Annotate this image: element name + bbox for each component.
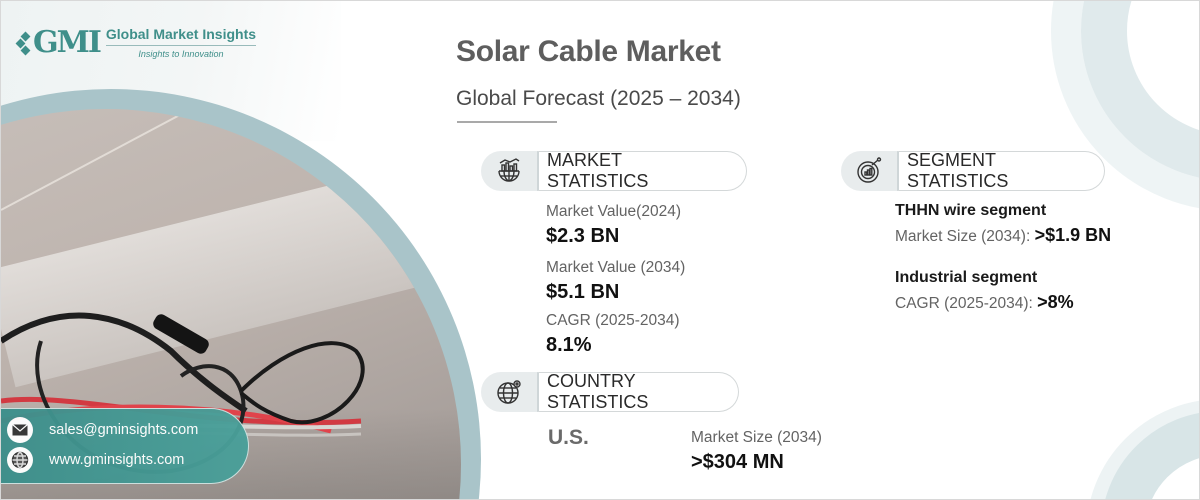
globe-chart-icon	[481, 151, 537, 191]
website-link[interactable]: www.gminsights.com	[49, 452, 185, 468]
logo-mark-text: GMI	[33, 25, 102, 61]
globe-pin-icon	[481, 372, 537, 412]
email-link[interactable]: sales@gminsights.com	[49, 422, 199, 438]
page-subtitle: Global Forecast (2025 – 2034)	[456, 87, 741, 110]
brand-name: Global Market Insights	[105, 26, 257, 47]
contact-bar: sales@gminsights.com www.gminsights.com	[1, 408, 249, 484]
brand-tagline: Insights to Innovation	[138, 49, 224, 60]
country-statistics-header: COUNTRY STATISTICS	[481, 371, 739, 412]
contact-email[interactable]: sales@gminsights.com	[7, 415, 248, 445]
segment-statistics-header: SEGMENT STATISTICS	[841, 150, 1105, 191]
gmi-logo-mark: GMI	[15, 25, 102, 61]
title-divider	[457, 121, 557, 123]
market-value-2034: $5.1 BN	[546, 281, 620, 303]
segment-1-metric: Market Size (2034): >$1.9 BN	[895, 225, 1111, 246]
globe-icon	[7, 447, 33, 473]
country-statistics-title: COUNTRY STATISTICS	[537, 371, 739, 412]
segment-2-metric-label: CAGR (2025-2034):	[895, 295, 1038, 312]
mail-icon	[7, 417, 33, 443]
segment-1-metric-label: Market Size (2034):	[895, 228, 1035, 245]
target-chart-icon	[841, 151, 897, 191]
segment-statistics-title: SEGMENT STATISTICS	[897, 150, 1105, 191]
market-value-2024: $2.3 BN	[546, 225, 620, 247]
segment-1-value: >$1.9 BN	[1034, 225, 1112, 245]
cagr-value: 8.1%	[546, 334, 592, 356]
segment-2-value: >8%	[1037, 292, 1074, 312]
market-value-2034-label: Market Value (2034)	[546, 259, 686, 276]
market-statistics-header: MARKET STATISTICS	[481, 150, 747, 191]
diamond-logo-icon	[15, 30, 31, 56]
segment-1-name: THHN wire segment	[895, 202, 1047, 219]
country-metric-value: >$304 MN	[691, 451, 784, 473]
cagr-label: CAGR (2025-2034)	[546, 312, 680, 329]
segment-2-name: Industrial segment	[895, 269, 1038, 286]
market-value-2024-label: Market Value(2024)	[546, 203, 681, 220]
market-statistics-title: MARKET STATISTICS	[537, 150, 747, 191]
brand-logo: GMI Global Market Insights Insights to I…	[15, 25, 257, 61]
contact-website[interactable]: www.gminsights.com	[7, 445, 248, 475]
country-name: U.S.	[548, 426, 589, 449]
country-metric-label: Market Size (2034)	[691, 429, 822, 446]
page-title: Solar Cable Market	[456, 35, 721, 68]
segment-2-metric: CAGR (2025-2034): >8%	[895, 292, 1074, 313]
